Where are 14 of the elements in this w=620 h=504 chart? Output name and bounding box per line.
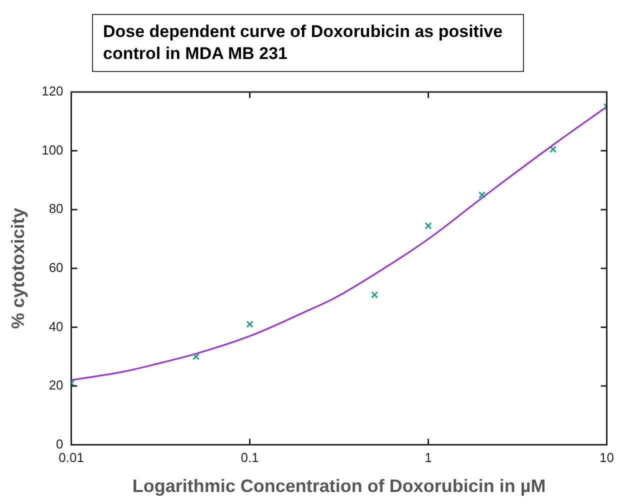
y-tick-label: 80 bbox=[48, 201, 64, 216]
chart-title: Dose dependent curve of Doxorubicin as positive control in MDA MB 231 bbox=[92, 14, 524, 72]
x-tick-label: 0.01 bbox=[58, 450, 84, 466]
x-tick-label: 1 bbox=[424, 450, 432, 466]
y-tick-label: 60 bbox=[48, 260, 64, 275]
y-tick-label: 120 bbox=[42, 84, 64, 99]
y-tick-label: 20 bbox=[48, 378, 64, 393]
x-axis-title: Logarithmic Concentration of Doxorubicin in µM bbox=[132, 476, 546, 496]
x-tick-label: 10 bbox=[600, 450, 614, 466]
y-tick-label: 40 bbox=[48, 318, 64, 334]
y-tick-label: 100 bbox=[42, 142, 64, 158]
y-axis-title: % cytotoxicity bbox=[8, 208, 28, 329]
y-tick-label: 0 bbox=[56, 436, 64, 452]
x-tick-label: 0.1 bbox=[240, 450, 259, 466]
